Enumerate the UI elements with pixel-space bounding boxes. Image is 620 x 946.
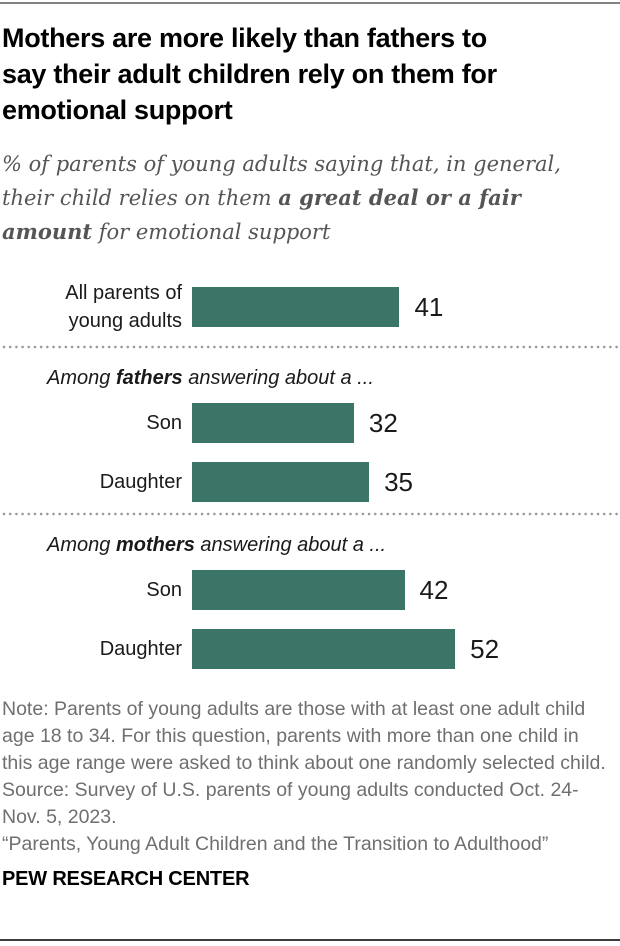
- bar: [192, 570, 405, 610]
- group-header: Among mothers answering about a ...: [2, 532, 618, 558]
- bar: [192, 403, 354, 443]
- group-rows: Son 42 Daughter 52: [2, 570, 618, 669]
- group-header-prefix: Among: [47, 534, 116, 556]
- bar-value: 41: [414, 291, 444, 322]
- group-rows: All parents of young adults 41: [2, 279, 618, 335]
- bar-row: Daughter 52: [2, 629, 618, 669]
- bar: [192, 629, 456, 669]
- group-rows: Son 32 Daughter 35: [2, 403, 618, 502]
- dotted-separator: [2, 512, 618, 516]
- subtitle-text: % of parents of young adults saying that…: [2, 152, 561, 210]
- bar-row: Daughter 35: [2, 462, 618, 502]
- chart-title: Mothers are more likely than fathers to …: [2, 23, 497, 125]
- chart-subtitle: % of parents of young adults saying that…: [2, 148, 582, 249]
- bottom-rule: [0, 939, 620, 941]
- footer-notes: Note: Parents of young adults are those …: [2, 696, 614, 858]
- page-content: Mothers are more likely than fathers to …: [0, 4, 620, 891]
- bar-label: All parents of young adults: [65, 282, 182, 332]
- group-header: Among fathers answering about a ...: [2, 365, 618, 391]
- bar-label: Daughter: [99, 471, 182, 493]
- bar-value: 35: [384, 466, 414, 497]
- source-text: Source: Survey of U.S. parents of young …: [2, 779, 579, 828]
- group-header-prefix: Among: [47, 367, 116, 389]
- group-header-bold: mothers: [115, 534, 195, 556]
- bar-row: Son 42: [2, 570, 618, 610]
- bar-value: 32: [368, 407, 398, 438]
- bar-label: Son: [146, 579, 182, 601]
- bar-label: Son: [146, 412, 182, 434]
- subtitle-bold-text: a great deal or a fair amount: [2, 185, 521, 244]
- group-header-suffix: answering about a ...: [182, 367, 374, 389]
- bar-row: Son 32: [2, 403, 618, 443]
- group-header-bold: fathers: [115, 367, 183, 389]
- top-rule: [0, 2, 620, 4]
- bar-value: 42: [419, 574, 449, 605]
- bar-label: Daughter: [99, 638, 182, 660]
- bar: [192, 462, 370, 502]
- brand-logo-text: PEW RESEARCH CENTER: [2, 868, 250, 890]
- bar-chart: All parents of young adults 41 Among fathe…: [2, 279, 618, 669]
- dotted-separator: [2, 345, 618, 349]
- subtitle-text-suffix: for emotional support: [92, 220, 331, 244]
- report-title-text: “Parents, Young Adult Children and the T…: [2, 833, 549, 855]
- group-header-suffix: answering about a ...: [194, 534, 387, 556]
- bar: [192, 287, 400, 327]
- bar-row: All parents of young adults 41: [2, 279, 618, 335]
- bar-value: 52: [470, 633, 500, 664]
- note-text: Note: Parents of young adults are those …: [2, 698, 606, 774]
